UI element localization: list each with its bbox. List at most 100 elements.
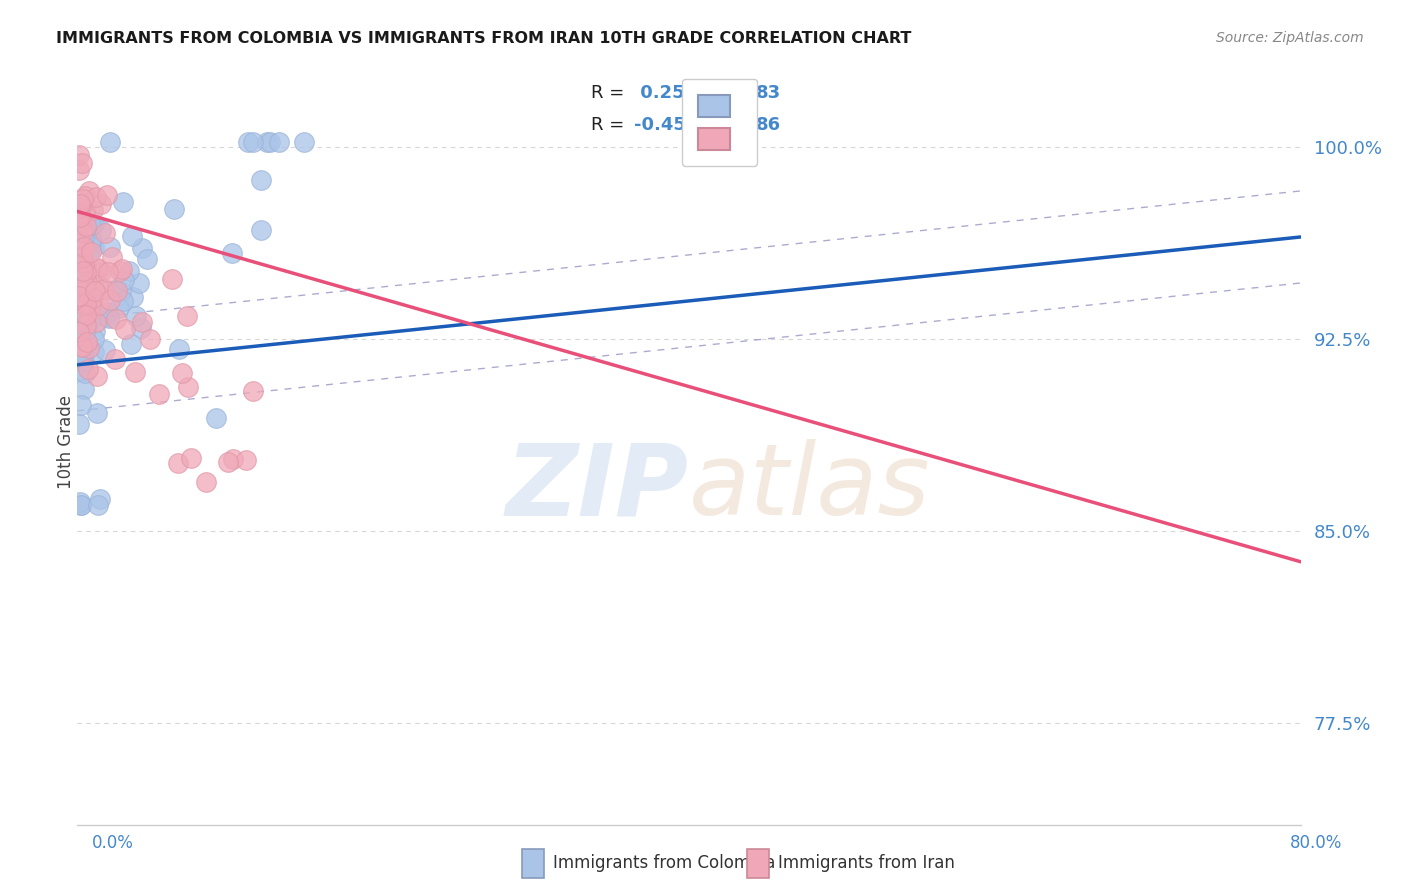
Point bbox=[100, 250, 122, 264]
Point bbox=[67, 163, 90, 178]
Point bbox=[77, 362, 100, 376]
Point bbox=[70, 251, 93, 265]
Point bbox=[72, 297, 94, 311]
Point bbox=[217, 455, 239, 469]
Point bbox=[73, 346, 96, 360]
Point bbox=[87, 499, 110, 513]
Point bbox=[75, 318, 97, 333]
Text: 83: 83 bbox=[756, 84, 782, 102]
Point bbox=[69, 218, 91, 232]
Point bbox=[69, 215, 91, 229]
Point bbox=[72, 195, 94, 210]
Text: Immigrants from Colombia: Immigrants from Colombia bbox=[553, 855, 775, 872]
Point bbox=[73, 382, 96, 396]
Point bbox=[94, 310, 117, 325]
Point bbox=[110, 284, 132, 298]
Point bbox=[69, 257, 91, 271]
Point bbox=[72, 302, 94, 317]
Text: N =: N = bbox=[707, 84, 759, 102]
Point bbox=[73, 355, 96, 369]
Point bbox=[77, 310, 100, 325]
Text: ZIP: ZIP bbox=[506, 439, 689, 536]
Point bbox=[72, 264, 94, 278]
Point bbox=[70, 499, 93, 513]
Point bbox=[121, 229, 143, 244]
Point bbox=[69, 327, 91, 342]
Point bbox=[98, 311, 121, 326]
Point bbox=[97, 305, 120, 319]
Point bbox=[167, 342, 190, 356]
Point bbox=[75, 297, 97, 311]
Point bbox=[83, 240, 105, 254]
Point bbox=[82, 291, 104, 305]
Point bbox=[67, 323, 90, 337]
Point bbox=[139, 332, 162, 346]
Point bbox=[83, 332, 105, 346]
Point bbox=[73, 188, 96, 202]
Point bbox=[112, 272, 135, 286]
Text: N =: N = bbox=[707, 116, 759, 134]
Point bbox=[70, 339, 93, 353]
Point bbox=[90, 223, 112, 237]
Point bbox=[72, 251, 94, 265]
Y-axis label: 10th Grade: 10th Grade bbox=[58, 394, 75, 489]
Text: R =: R = bbox=[591, 84, 630, 102]
Point bbox=[114, 322, 136, 336]
Point bbox=[84, 315, 107, 329]
Point bbox=[80, 218, 103, 232]
Point bbox=[86, 368, 108, 383]
Point bbox=[75, 265, 97, 279]
Point bbox=[70, 355, 93, 369]
Text: R =: R = bbox=[591, 116, 630, 134]
Point bbox=[204, 411, 226, 425]
Point bbox=[160, 272, 183, 286]
Point bbox=[73, 240, 96, 254]
Point bbox=[86, 260, 108, 275]
Point bbox=[79, 184, 101, 198]
Point bbox=[87, 261, 110, 276]
Point bbox=[77, 279, 100, 293]
Point bbox=[70, 398, 93, 412]
Point bbox=[67, 322, 90, 336]
Point bbox=[292, 136, 315, 150]
Point bbox=[80, 245, 103, 260]
Point bbox=[98, 240, 121, 254]
Point bbox=[70, 340, 93, 354]
Text: Source: ZipAtlas.com: Source: ZipAtlas.com bbox=[1216, 31, 1364, 45]
Point bbox=[93, 282, 115, 296]
Point bbox=[105, 285, 128, 299]
Point bbox=[75, 308, 97, 322]
Point bbox=[121, 290, 143, 304]
Point bbox=[84, 190, 107, 204]
Legend: , : , bbox=[682, 78, 758, 166]
Point bbox=[72, 301, 94, 315]
Point bbox=[83, 217, 105, 231]
Point bbox=[250, 173, 273, 187]
Point bbox=[67, 244, 90, 258]
Point bbox=[90, 197, 112, 211]
Point bbox=[110, 264, 132, 278]
Point bbox=[170, 367, 193, 381]
Text: 80.0%: 80.0% bbox=[1291, 834, 1343, 852]
Point bbox=[75, 310, 97, 325]
Point bbox=[84, 285, 107, 299]
Point bbox=[69, 206, 91, 220]
Point bbox=[75, 281, 97, 295]
Point bbox=[104, 312, 127, 326]
Point bbox=[69, 495, 91, 509]
Point bbox=[83, 324, 105, 338]
Point bbox=[75, 204, 97, 219]
Point bbox=[148, 386, 170, 401]
Point bbox=[69, 251, 91, 265]
Text: atlas: atlas bbox=[689, 439, 931, 536]
Point bbox=[75, 366, 97, 380]
Point bbox=[76, 277, 98, 291]
Point bbox=[67, 280, 90, 294]
Point bbox=[67, 417, 90, 432]
Text: 86: 86 bbox=[756, 116, 782, 134]
Point bbox=[98, 293, 121, 308]
Point bbox=[98, 136, 121, 150]
Point bbox=[77, 304, 100, 318]
Point bbox=[96, 188, 118, 202]
Point bbox=[72, 243, 94, 257]
